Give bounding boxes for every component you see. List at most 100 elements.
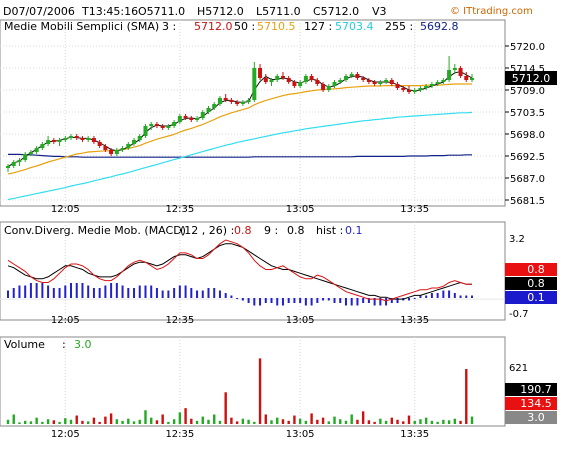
candle-body — [470, 78, 474, 80]
candle-body — [303, 76, 308, 82]
volume-bar — [327, 421, 330, 424]
candle-body — [406, 90, 411, 92]
volume-bar — [29, 421, 33, 424]
macd-hist-bar — [92, 288, 95, 298]
candle-body — [17, 160, 22, 162]
volume-bar — [470, 416, 474, 424]
candle-body — [326, 86, 331, 90]
macd-hist-bar — [236, 298, 239, 299]
volume-x-tick-label: 12:05 — [51, 429, 80, 440]
volume-bar — [258, 358, 262, 424]
volume-bar — [333, 416, 336, 424]
candle-body — [149, 124, 154, 126]
volume-bar — [384, 420, 388, 424]
volume-bar — [407, 415, 411, 424]
macd-hist-bar — [64, 285, 67, 298]
candle-body — [40, 144, 45, 148]
last-price-badge: 5712.0 — [512, 72, 551, 85]
candle-body — [378, 82, 383, 84]
macd-hist-bar — [459, 295, 462, 298]
candle-body — [458, 68, 463, 76]
volume-bar — [344, 420, 348, 424]
macd-hist-bar — [259, 298, 262, 306]
macd-hist-bar — [396, 298, 399, 303]
macd-hist-bar — [178, 285, 181, 298]
header-date: D07/07/2006 — [3, 5, 75, 18]
volume-bar — [23, 420, 27, 424]
macd-hist-bar — [35, 283, 38, 298]
macd-hist-bar — [167, 290, 170, 298]
candle-body — [114, 150, 119, 154]
candle-body — [57, 140, 62, 142]
candle-body — [298, 82, 303, 86]
volume-bar — [150, 417, 153, 424]
macd-hist-bar — [247, 298, 250, 303]
volume-bar — [52, 420, 56, 424]
candle-body — [23, 154, 28, 160]
macd-hist-bar — [52, 288, 55, 298]
candle-body — [126, 144, 131, 148]
macd-y-top: 3.2 — [509, 234, 525, 245]
price-x-tick-label: 12:05 — [51, 204, 80, 215]
candle-body — [263, 78, 268, 82]
volume-bar — [310, 413, 313, 424]
volume-bar — [281, 419, 285, 424]
volume-panel-title: Volume — [4, 338, 45, 351]
candle-body — [217, 98, 222, 104]
macd-panel: Conv.Diverg. Medie Mob. (MACD) (12 , 26)… — [0, 221, 557, 326]
candle-body — [418, 88, 423, 90]
macd-hist-bar — [367, 298, 370, 303]
volume-bar — [436, 421, 439, 424]
macd-hist-bar — [155, 288, 158, 298]
macd-hist-bar — [184, 285, 187, 298]
candle-body — [372, 82, 377, 84]
price-marks — [6, 56, 474, 201]
price-x-tick-label: 12:35 — [165, 204, 194, 215]
candle-body — [366, 80, 371, 82]
volume-bar — [390, 417, 394, 424]
volume-bar — [316, 419, 319, 424]
candle-body — [143, 126, 148, 136]
macd-x-tick-label: 13:05 — [286, 315, 315, 326]
candle-body — [452, 68, 457, 70]
macd-y-bottom: -0.7 — [509, 309, 529, 320]
macd-hist-bar — [344, 298, 347, 306]
candle-body — [206, 108, 211, 112]
macd-hist-bar — [276, 298, 279, 306]
volume-bar — [121, 420, 124, 424]
volume-bar — [92, 417, 96, 424]
volume-bar — [98, 421, 101, 424]
macd-hist-bar — [58, 288, 61, 298]
macd-hist-bar — [224, 293, 227, 298]
macd-hist-bar — [127, 288, 130, 298]
macd-macd-line — [7, 243, 472, 300]
header-volume: V3 — [372, 5, 387, 18]
macd-hist-bar — [138, 285, 141, 298]
candle-body — [200, 112, 205, 118]
volume-bar — [402, 421, 405, 424]
candle-body — [195, 118, 200, 120]
volume-y-top: 621 — [509, 363, 528, 374]
macd-hist-bar — [104, 285, 107, 298]
volume-bar — [86, 421, 90, 424]
signal-value: 0.8 — [287, 224, 305, 237]
macd-x-tick-label: 13:35 — [400, 315, 429, 326]
price-x-tick-label: 13:35 — [400, 204, 429, 215]
price-y-tick-label: 5698.0 — [510, 130, 545, 141]
volume-bar — [453, 418, 457, 424]
candle-body — [74, 136, 79, 138]
macd-hist-bar — [333, 298, 336, 303]
candle-body — [189, 118, 194, 120]
volume-bar — [253, 421, 256, 424]
candle-body — [120, 148, 125, 150]
macd-hist-bar — [12, 288, 15, 298]
macd-hist-bar — [419, 295, 422, 298]
macd-hist-bar — [218, 290, 221, 298]
candle-body — [154, 124, 159, 126]
volume-bar — [138, 419, 141, 424]
volume-bar — [321, 417, 325, 424]
macd-marks — [7, 239, 473, 306]
volume-bar — [75, 415, 78, 424]
volume-bar — [115, 419, 119, 424]
